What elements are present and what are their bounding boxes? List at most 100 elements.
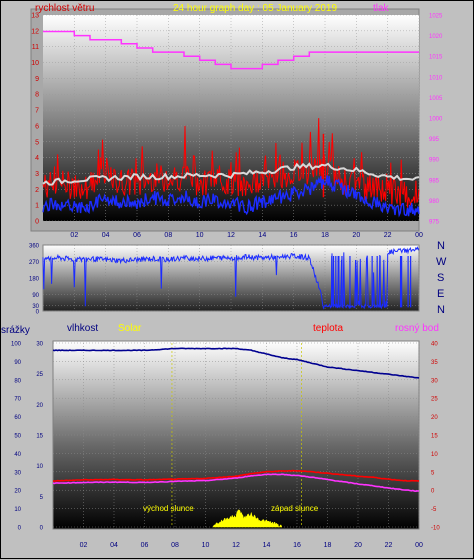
wind-y-tick-label: 12 [31,28,39,35]
temperature-y-tick-label: -10 [431,526,440,532]
top-x-tick-label: 08 [164,232,172,239]
compass-e: E [437,288,444,300]
temperature-y-tick-label: 20 [431,415,438,421]
temperature-y-tick-label: 40 [431,342,438,348]
dewpoint-label: rosný bod [395,323,439,334]
rain-y-tick-label: 40 [14,452,21,458]
wind-y-tick-label: 1 [35,203,39,210]
humidity-y-tick-label: 5 [40,495,44,501]
axis-labels: 02 04 06 08 10 12 14 16 18 20 22 000123456789101112… [11,13,443,550]
pressure-y-tick-label: 975 [429,220,440,226]
wind-y-tick-label: 5 [35,139,39,146]
solar-area [212,509,283,528]
compass-s: S [437,272,444,284]
direction-y-tick-label: 30 [32,304,39,310]
compass-n-bottom: N [437,304,445,316]
temperature-label: teplota [313,323,343,334]
direction-y-tick-label: 270 [29,260,40,266]
humidity-y-tick-label: 30 [36,342,43,348]
temperature-y-tick-label: 15 [431,434,438,440]
pressure-label: tlak [373,3,390,14]
wind-y-tick-label: 13 [31,13,39,20]
temperature-y-tick-label: 30 [431,378,438,384]
rain-y-tick-label: 70 [14,397,21,403]
wind-y-tick-label: 8 [35,92,39,99]
bottom-x-tick-label: 16 [293,542,301,549]
bottom-x-tick-label: 00 [415,542,423,549]
wind-y-tick-label: 11 [32,44,39,51]
temperature-y-tick-label: 0 [431,489,435,495]
bottom-x-tick-label: 18 [324,542,332,549]
top-x-tick-label: 06 [133,232,141,239]
wind-trend-line [42,162,420,186]
chart-title: 24 hour graph day : 05 January 2019 [173,3,337,14]
humidity-line [52,347,420,379]
wind-y-tick-label: 2 [35,187,39,194]
top-x-tick-label: 10 [196,232,204,239]
top-x-tick-label: 14 [258,232,266,239]
top-x-tick-label: 22 [384,232,392,239]
bottom-x-tick-label: 06 [141,542,149,549]
pressure-y-tick-label: 990 [429,158,440,164]
pressure-y-tick-label: 1010 [429,75,443,81]
top-x-tick-label: 20 [352,232,360,239]
humidity-y-tick-label: 15 [36,434,43,440]
direction-y-tick-label: 0 [36,310,40,316]
compass-n-top: N [437,240,445,252]
pressure-y-tick-label: 995 [429,137,440,143]
top-x-tick-label: 04 [102,232,110,239]
rain-y-tick-label: 50 [14,434,21,440]
sunrise-label: východ slunce [143,504,194,513]
pressure-y-tick-label: 985 [429,178,440,184]
rain-y-tick-label: 80 [14,378,21,384]
wind-y-tick-label: 3 [35,171,39,178]
temperature-y-tick-label: 35 [431,360,438,366]
top-x-tick-label: 18 [321,232,329,239]
temperature-y-tick-label: 5 [431,470,435,476]
series-layer [42,30,420,528]
sunset-label: západ slunce [271,504,319,513]
top-x-tick-label: 16 [290,232,298,239]
humidity-y-tick-label: 0 [40,526,44,532]
rain-y-tick-label: 30 [14,470,21,476]
wind-y-tick-label: 4 [35,155,39,162]
wind-y-tick-label: 7 [35,108,39,115]
rain-y-tick-label: 90 [14,360,21,366]
wind-direction-line [42,246,420,310]
bottom-x-tick-label: 20 [354,542,362,549]
bottom-x-tick-label: 22 [385,542,393,549]
wind-y-tick-label: 9 [35,76,39,83]
bottom-x-tick-label: 04 [110,542,118,549]
dewpoint-line [52,473,420,493]
pressure-y-tick-label: 1025 [429,14,443,20]
bottom-x-tick-label: 12 [232,542,240,549]
wind-y-tick-label: 6 [35,123,39,130]
temperature-line [53,469,419,482]
wind-speed-line [42,118,420,208]
direction-y-tick-label: 360 [29,244,40,250]
wind-y-tick-label: 10 [31,60,39,67]
humidity-y-tick-label: 10 [36,464,43,470]
rain-y-tick-label: 10 [14,507,21,513]
bottom-x-tick-label: 02 [80,542,88,549]
bottom-x-tick-label: 10 [202,542,210,549]
rain-y-tick-label: 20 [14,489,21,495]
rain-label: srážky [1,325,30,336]
pressure-y-tick-label: 1005 [429,96,443,102]
wind-y-tick-label: 0 [35,219,39,226]
temperature-y-tick-label: 10 [431,452,438,458]
wind-speed-label: rychlost větru [35,3,94,14]
temperature-y-tick-label: -5 [431,507,437,513]
top-x-tick-label: 02 [70,232,78,239]
rain-y-tick-label: 60 [14,415,21,421]
humidity-y-tick-label: 20 [36,403,43,409]
top-x-tick-label: 12 [227,232,235,239]
temperature-y-tick-label: 25 [431,397,438,403]
bottom-x-tick-label: 08 [171,542,179,549]
pressure-y-tick-label: 1000 [429,117,443,123]
pressure-line [43,30,419,70]
rain-y-tick-label: 100 [11,342,22,348]
bottom-x-tick-label: 14 [263,542,271,549]
